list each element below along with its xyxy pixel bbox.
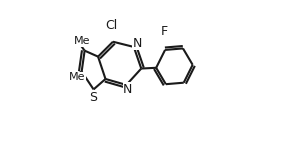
Text: Cl: Cl <box>105 19 118 32</box>
Text: S: S <box>89 91 98 104</box>
Text: F: F <box>161 25 168 38</box>
Text: Me: Me <box>74 36 90 46</box>
Text: N: N <box>133 37 142 50</box>
Text: Me: Me <box>69 72 86 83</box>
Text: N: N <box>123 83 133 96</box>
